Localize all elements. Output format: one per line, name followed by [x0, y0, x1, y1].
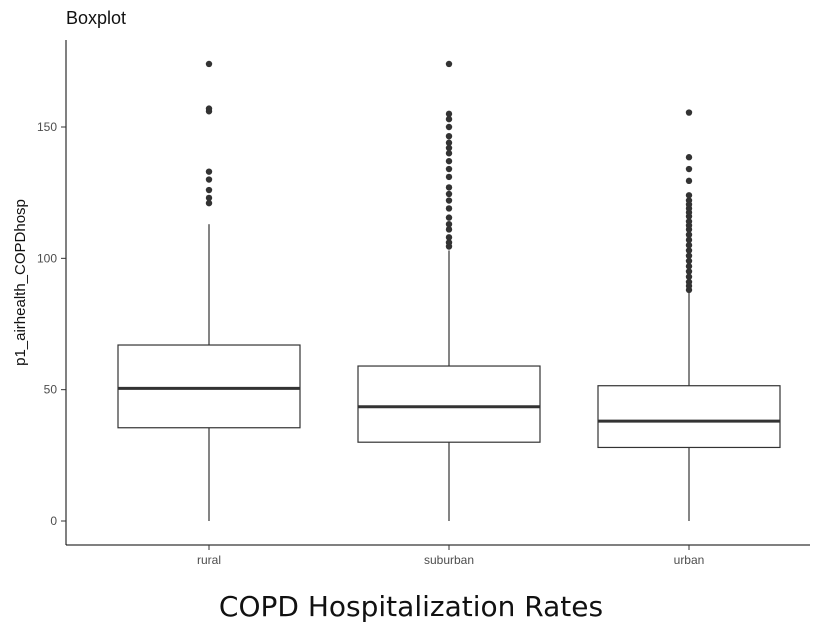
outlier-point — [685, 197, 693, 204]
y-tick-label: 50 — [44, 383, 58, 397]
outlier-point — [445, 205, 453, 212]
box-suburban — [357, 60, 541, 521]
x-tick-label: suburban — [424, 553, 474, 567]
outlier-point — [445, 226, 453, 233]
y-ticks: 0 50 100 150 — [37, 120, 66, 528]
outlier-point — [685, 192, 693, 199]
outlier-point — [445, 139, 453, 146]
figure-caption: COPD Hospitalization Rates — [218, 590, 604, 623]
y-tick-label: 100 — [37, 251, 57, 265]
outlier-point — [685, 154, 693, 161]
outlier-point — [445, 220, 453, 228]
outlier-point — [445, 144, 453, 152]
outlier-point — [445, 239, 453, 246]
outlier-point — [205, 105, 213, 112]
y-axis-label: p1_airhealth_COPDhosp — [12, 199, 29, 366]
outlier-point — [685, 273, 693, 280]
axes — [65, 40, 810, 546]
outlier-point — [445, 132, 453, 140]
outlier-point — [685, 268, 693, 275]
outlier-point — [205, 186, 213, 194]
chart-title: Boxplot — [66, 8, 127, 28]
y-tick-label: 150 — [37, 120, 57, 134]
outlier-point — [445, 123, 453, 131]
outlier-point — [445, 157, 453, 165]
outlier-point — [445, 197, 453, 204]
outlier-point — [445, 184, 453, 191]
box-rural — [117, 60, 301, 521]
outlier-point — [685, 218, 693, 225]
outlier-point — [685, 236, 693, 244]
outlier-point — [445, 60, 453, 68]
outlier-point — [685, 278, 693, 286]
outlier-point — [445, 214, 453, 221]
outlier-point — [445, 173, 453, 181]
x-ticks: rural suburban urban — [197, 545, 704, 567]
outlier-point — [205, 199, 213, 207]
outlier-point — [685, 165, 693, 173]
box-iqr — [357, 365, 541, 443]
outlier-point — [685, 263, 693, 270]
outlier-point — [685, 231, 693, 238]
outlier-point — [445, 150, 453, 157]
outlier-point — [445, 115, 453, 123]
boxplot-chart: 0 50 100 150 rural suburban urban p1_airhealt… — [12, 40, 810, 567]
outlier-point — [685, 257, 693, 265]
outlier-point — [685, 252, 693, 259]
box-iqr — [597, 385, 781, 449]
outlier-point — [685, 109, 693, 116]
boxes — [117, 60, 781, 521]
x-tick-label: urban — [674, 553, 705, 567]
outlier-point — [685, 177, 693, 185]
outlier-point — [685, 247, 693, 254]
outlier-point — [205, 168, 213, 175]
outlier-point — [205, 60, 213, 68]
x-tick-label: rural — [197, 553, 221, 567]
box-urban — [597, 109, 781, 521]
outlier-point — [445, 234, 453, 241]
outlier-point — [445, 165, 453, 173]
y-tick-label: 0 — [50, 514, 57, 528]
box-iqr — [117, 344, 301, 429]
outlier-point — [445, 190, 453, 198]
outlier-point — [685, 242, 693, 249]
outlier-point — [445, 110, 453, 118]
outlier-point — [205, 194, 213, 202]
outlier-point — [205, 176, 213, 183]
